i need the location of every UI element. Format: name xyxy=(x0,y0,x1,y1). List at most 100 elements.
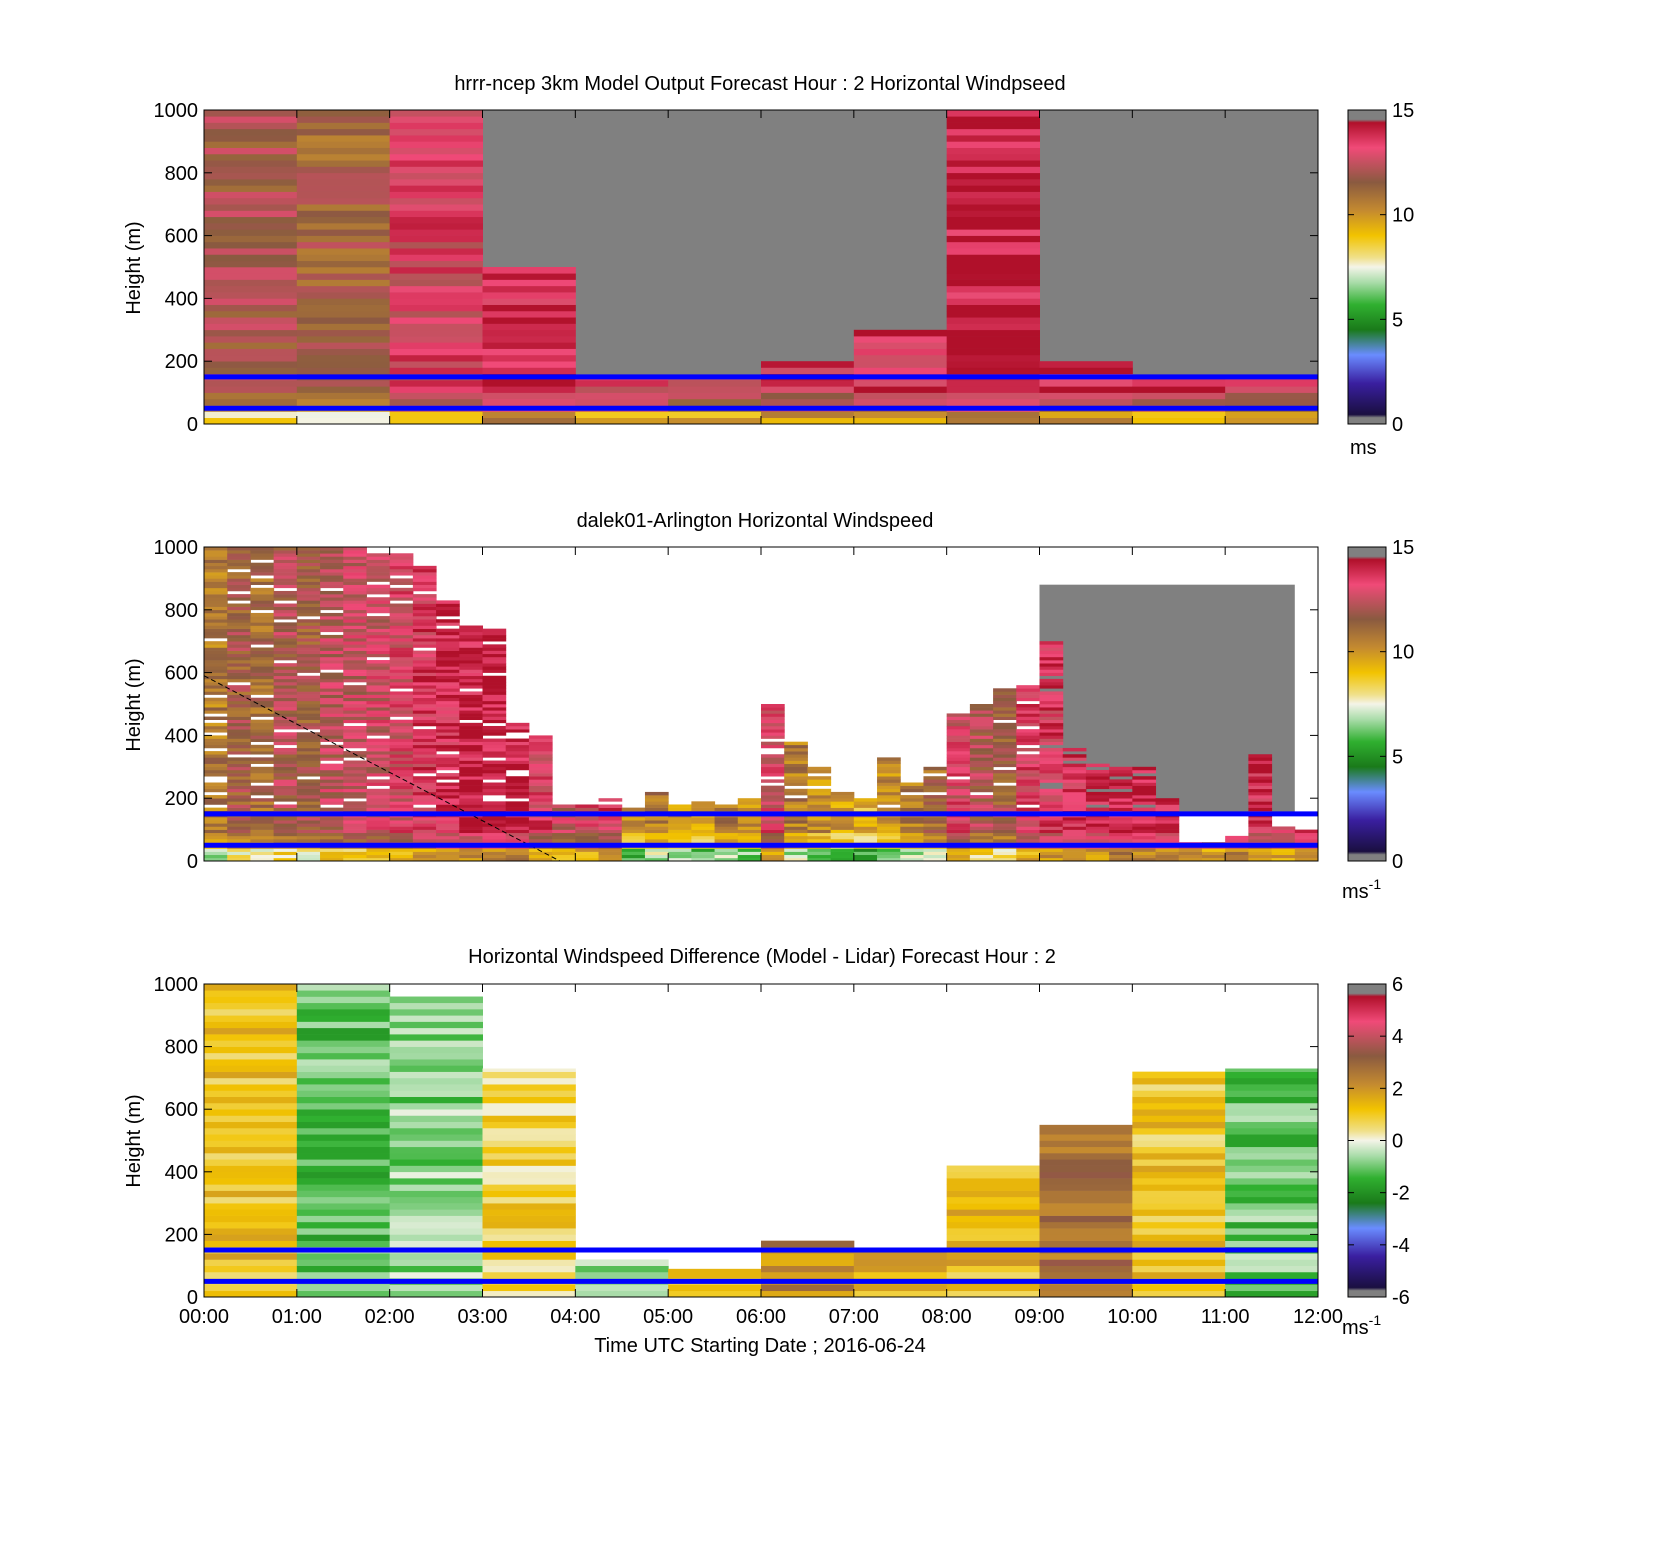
colorbar-tick-label: 10 xyxy=(1392,205,1414,227)
heatmap-cell xyxy=(343,653,367,658)
heatmap-cell xyxy=(204,1077,298,1085)
heatmap-cell xyxy=(1039,682,1064,686)
heatmap-cell xyxy=(227,669,251,673)
heatmap-cell xyxy=(389,1234,483,1241)
heatmap-cell xyxy=(389,141,483,148)
heatmap-cell xyxy=(412,682,437,686)
heatmap-cell xyxy=(412,738,437,742)
heatmap-cell xyxy=(343,638,367,642)
heatmap-cell xyxy=(528,851,553,856)
heatmap-cell xyxy=(412,638,437,642)
heatmap-cell xyxy=(389,650,414,655)
heatmap-cell xyxy=(366,848,391,852)
heatmap-cell xyxy=(250,713,275,717)
heatmap-cell xyxy=(366,691,391,695)
heatmap-cell xyxy=(946,1240,1040,1248)
heatmap-cell xyxy=(993,710,1017,714)
heatmap-cell xyxy=(296,1184,391,1191)
heatmap-cell xyxy=(296,735,321,739)
heatmap-cell xyxy=(366,625,391,629)
heatmap-cell xyxy=(227,704,251,708)
heatmap-cell xyxy=(227,644,251,648)
heatmap-cell xyxy=(853,807,878,812)
heatmap-cell xyxy=(668,807,692,812)
heatmap-cell xyxy=(227,804,251,808)
heatmap-cell xyxy=(389,644,414,648)
heatmap-cell xyxy=(436,754,460,758)
heatmap-cell xyxy=(296,110,391,117)
heatmap-cell xyxy=(575,1284,669,1292)
heatmap-cell xyxy=(714,854,739,859)
heatmap-cell xyxy=(482,1228,576,1235)
heatmap-cell xyxy=(459,835,483,840)
heatmap-cell xyxy=(204,110,298,117)
heatmap-cell xyxy=(227,729,251,733)
heatmap-cell xyxy=(1039,839,1064,843)
heatmap-cell xyxy=(250,547,275,551)
heatmap-cell xyxy=(1039,747,1064,752)
heatmap-cell xyxy=(343,823,367,827)
heatmap-cell xyxy=(877,776,901,780)
heatmap-cell xyxy=(459,732,483,736)
heatmap-cell xyxy=(273,578,298,582)
heatmap-cell xyxy=(761,735,785,739)
heatmap-cell xyxy=(366,722,391,727)
heatmap-cell xyxy=(389,697,414,702)
heatmap-cell xyxy=(482,697,507,702)
heatmap-cell xyxy=(436,820,460,824)
heatmap-cell xyxy=(366,766,391,771)
heatmap-cell xyxy=(366,587,391,592)
heatmap-cell xyxy=(320,747,344,752)
heatmap-cell xyxy=(946,1259,1040,1266)
heatmap-cell xyxy=(946,248,1040,255)
heatmap-cell xyxy=(621,851,646,856)
heatmap-cell xyxy=(227,769,251,774)
heatmap-cell xyxy=(296,603,321,607)
heatmap-cell xyxy=(1248,773,1273,777)
heatmap-cell xyxy=(412,747,437,752)
heatmap-cell xyxy=(621,835,646,840)
heatmap-cell xyxy=(389,616,414,620)
heatmap-cell xyxy=(250,820,275,824)
heatmap-cell xyxy=(923,776,948,780)
heatmap-cell xyxy=(1109,826,1133,830)
heatmap-cell xyxy=(552,848,576,852)
heatmap-cell xyxy=(320,581,344,585)
heatmap-cell xyxy=(993,801,1017,805)
heatmap-cell xyxy=(227,857,251,862)
heatmap-cell xyxy=(273,550,298,554)
heatmap-cell xyxy=(1039,1215,1133,1223)
heatmap-cell xyxy=(273,631,298,636)
heatmap-cell xyxy=(273,713,298,717)
heatmap-cell xyxy=(1016,691,1040,695)
heatmap-cell xyxy=(1062,763,1087,768)
heatmap-cell xyxy=(296,392,391,400)
heatmap-cell xyxy=(459,638,483,642)
heatmap-cell xyxy=(204,260,298,268)
heatmap-cell xyxy=(459,744,483,749)
heatmap-cell xyxy=(482,804,507,808)
heatmap-cell xyxy=(575,835,600,840)
heatmap-cell xyxy=(296,747,321,752)
heatmap-cell xyxy=(1225,851,1249,856)
heatmap-cell xyxy=(320,732,344,736)
heatmap-cell xyxy=(528,735,553,739)
heatmap-cell xyxy=(204,1234,298,1241)
heatmap-cell xyxy=(969,807,994,812)
heatmap-cell xyxy=(900,851,924,856)
heatmap-cell xyxy=(575,823,600,827)
heatmap-cell xyxy=(877,857,901,862)
heatmap-cell xyxy=(389,172,483,180)
heatmap-cell xyxy=(946,735,971,739)
heatmap-cell xyxy=(389,1209,483,1216)
heatmap-cell xyxy=(412,719,437,724)
heatmap-cell xyxy=(204,600,228,604)
heatmap-cell xyxy=(1132,776,1157,780)
heatmap-cell xyxy=(946,1196,1040,1204)
x-tick-label: 04:00 xyxy=(550,1306,600,1328)
heatmap-cell xyxy=(505,766,530,771)
heatmap-cell xyxy=(482,1259,576,1266)
heatmap-cell xyxy=(343,634,367,639)
heatmap-cell xyxy=(969,857,994,862)
colorbar-unit: ms xyxy=(1350,437,1377,459)
